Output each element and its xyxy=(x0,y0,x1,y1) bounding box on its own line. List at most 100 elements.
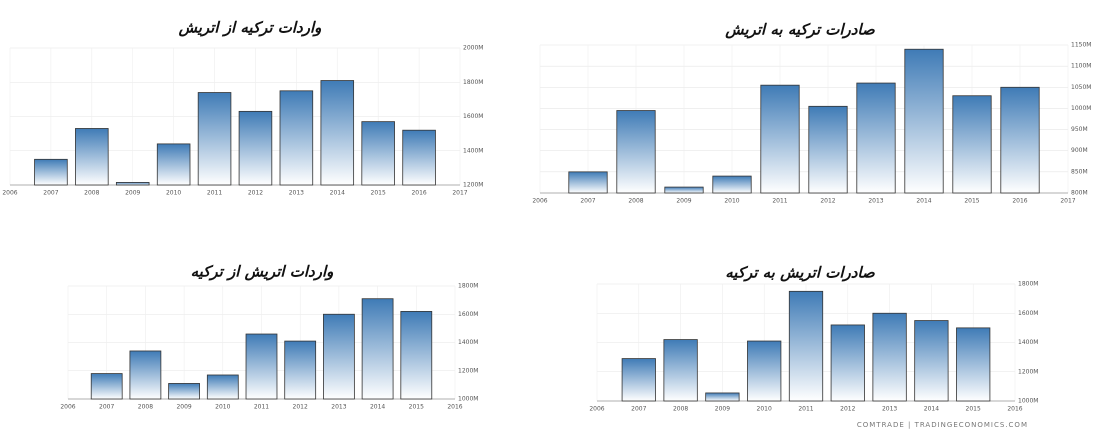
x-tick-label: 2014 xyxy=(924,406,939,413)
x-tick-label: 2011 xyxy=(772,198,787,205)
y-tick-label: 1200M xyxy=(1018,368,1038,375)
x-tick-label: 2008 xyxy=(138,404,153,411)
x-tick-label: 2008 xyxy=(628,198,643,205)
x-tick-label: 2007 xyxy=(43,190,58,197)
x-tick-label: 2017 xyxy=(452,190,467,197)
x-tick-label: 2014 xyxy=(370,404,385,411)
bar xyxy=(361,121,395,186)
x-tick-label: 2008 xyxy=(84,190,99,197)
bar xyxy=(621,358,656,402)
y-tick-label: 1800M xyxy=(458,283,478,290)
x-tick-label: 2010 xyxy=(757,406,772,413)
x-tick-label: 2011 xyxy=(254,404,269,411)
x-tick-label: 2013 xyxy=(868,198,883,205)
bar xyxy=(279,90,314,186)
bar xyxy=(904,48,944,194)
bar xyxy=(952,95,992,194)
x-tick-label: 2016 xyxy=(1007,406,1022,413)
bar xyxy=(238,110,273,186)
bar xyxy=(830,324,865,402)
chart-title: صادرات ترکیه به اتریش xyxy=(724,21,876,39)
bar xyxy=(206,374,239,400)
bar xyxy=(956,327,991,402)
y-tick-label: 850M xyxy=(1071,168,1088,175)
y-tick-label: 2000M xyxy=(463,45,483,52)
x-tick-label: 2006 xyxy=(532,198,547,205)
x-tick-label: 2014 xyxy=(330,190,345,197)
bar xyxy=(361,298,394,400)
x-tick-label: 2013 xyxy=(331,404,346,411)
x-tick-label: 2015 xyxy=(966,406,981,413)
x-tick-label: 2009 xyxy=(125,190,140,197)
bar xyxy=(156,143,191,186)
x-tick-label: 2012 xyxy=(820,198,835,205)
y-tick-label: 1100M xyxy=(1071,63,1091,70)
x-tick-label: 2012 xyxy=(293,404,308,411)
y-tick-label: 950M xyxy=(1071,126,1088,133)
x-tick-label: 2015 xyxy=(964,198,979,205)
x-tick-label: 2008 xyxy=(673,406,688,413)
bar xyxy=(284,340,317,400)
x-tick-label: 2013 xyxy=(289,190,304,197)
y-tick-label: 1600M xyxy=(463,113,483,120)
bar xyxy=(872,312,907,402)
bar xyxy=(400,311,433,400)
x-tick-label: 2010 xyxy=(215,404,230,411)
bar xyxy=(323,313,355,400)
chart-title: واردات اتریش از ترکیه xyxy=(191,263,335,281)
bar xyxy=(320,80,355,186)
x-tick-label: 2009 xyxy=(676,198,691,205)
y-tick-label: 1200M xyxy=(463,182,483,189)
x-tick-label: 2007 xyxy=(99,404,114,411)
bar xyxy=(34,158,68,186)
y-tick-label: 1600M xyxy=(458,311,478,318)
bar xyxy=(808,105,848,194)
x-tick-label: 2015 xyxy=(371,190,386,197)
bar xyxy=(664,186,704,194)
x-tick-label: 2010 xyxy=(166,190,181,197)
y-tick-label: 800M xyxy=(1071,190,1088,197)
x-tick-label: 2009 xyxy=(715,406,730,413)
bar xyxy=(168,383,200,400)
y-tick-label: 1800M xyxy=(1018,281,1038,288)
x-tick-label: 2011 xyxy=(207,190,222,197)
bar xyxy=(115,182,150,186)
bar xyxy=(1000,86,1040,194)
bar xyxy=(568,171,608,194)
x-tick-label: 2016 xyxy=(447,404,462,411)
y-tick-label: 1600M xyxy=(1018,310,1038,317)
y-tick-label: 1400M xyxy=(463,147,483,154)
y-tick-label: 1800M xyxy=(463,79,483,86)
x-tick-label: 2007 xyxy=(631,406,646,413)
x-tick-label: 2013 xyxy=(882,406,897,413)
bar xyxy=(856,82,896,194)
bar xyxy=(90,373,123,400)
bar xyxy=(914,320,949,402)
y-tick-label: 1000M xyxy=(458,396,478,403)
y-tick-label: 1400M xyxy=(458,339,478,346)
x-tick-label: 2006 xyxy=(589,406,604,413)
bar xyxy=(245,333,278,400)
x-tick-label: 2009 xyxy=(176,404,191,411)
bar xyxy=(402,129,436,186)
x-tick-label: 2012 xyxy=(840,406,855,413)
x-tick-label: 2011 xyxy=(798,406,813,413)
x-tick-label: 2012 xyxy=(248,190,263,197)
y-tick-label: 1000M xyxy=(1071,105,1091,112)
x-tick-label: 2015 xyxy=(409,404,424,411)
y-tick-label: 900M xyxy=(1071,147,1088,154)
x-tick-label: 2007 xyxy=(580,198,595,205)
x-tick-label: 2017 xyxy=(1060,198,1075,205)
x-tick-label: 2014 xyxy=(916,198,931,205)
chart-title: واردات ترکیه از اتریش xyxy=(178,19,323,37)
x-tick-label: 2006 xyxy=(60,404,75,411)
y-tick-label: 1150M xyxy=(1071,42,1091,49)
bar xyxy=(705,392,740,402)
y-tick-label: 1050M xyxy=(1071,84,1091,91)
y-tick-label: 1400M xyxy=(1018,339,1038,346)
bar xyxy=(663,339,698,402)
x-tick-label: 2016 xyxy=(411,190,426,197)
x-tick-label: 2010 xyxy=(724,198,739,205)
bar xyxy=(712,175,752,194)
